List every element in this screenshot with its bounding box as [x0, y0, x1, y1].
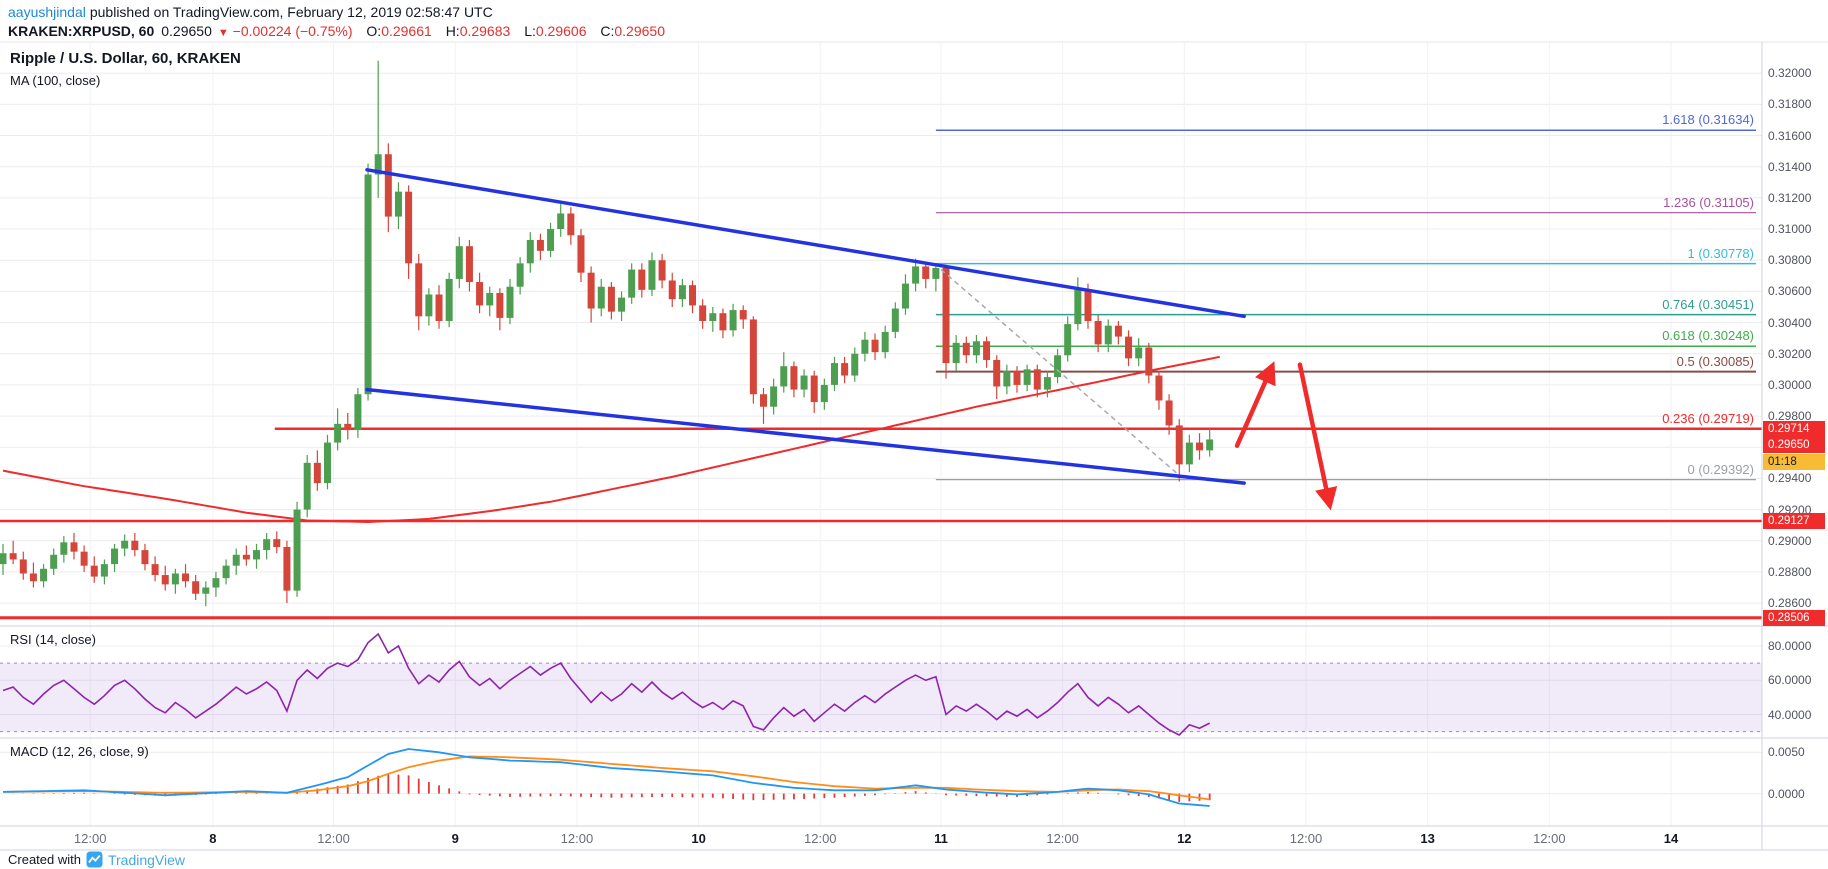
- resistance-price-tag: 0.29714: [1763, 420, 1825, 437]
- rsi-axis-label: 60.0000: [1768, 673, 1812, 688]
- countdown-tag: 01:18: [1763, 453, 1825, 470]
- symbol-ohlc-bar: KRAKEN:XRPUSD, 60 0.29650 ▼ −0.00224 (−0.7…: [8, 23, 665, 39]
- time-axis-label: 12:00: [1289, 831, 1323, 846]
- fib-level-label: 0.5 (0.30085): [1676, 353, 1754, 369]
- rsi-axis-label: 40.0000: [1768, 707, 1812, 722]
- time-axis-label: 12:00: [317, 831, 350, 846]
- fib-level-label: 0 (0.29392): [1687, 461, 1755, 477]
- time-axis-label: 13: [1420, 831, 1435, 846]
- author-link[interactable]: aayushjindal: [8, 4, 86, 20]
- price-axis-label: 0.29800: [1768, 409, 1812, 424]
- support-price-tag: 0.28506: [1763, 609, 1825, 626]
- macd-axis-label: 0.0050: [1768, 745, 1805, 760]
- price-axis-label: 0.30200: [1768, 346, 1812, 361]
- macd-axis-label: 0.0000: [1768, 786, 1805, 801]
- time-axis-label: 8: [209, 831, 217, 846]
- close-value: C:0.29650: [600, 23, 665, 39]
- publish-info: aayushjindal published on TradingView.com…: [8, 4, 493, 20]
- price-axis-label: 0.30000: [1768, 377, 1812, 392]
- created-with-text: Created with: [8, 852, 81, 867]
- time-axis-label: 12:00: [560, 831, 594, 846]
- tradingview-brand-link[interactable]: TradingView: [107, 851, 186, 868]
- time-axis-label: 14: [1663, 831, 1679, 846]
- price-change: −0.00224 (−0.75%): [232, 23, 353, 39]
- last-price-tag: 0.29650: [1763, 437, 1825, 454]
- rsi-legend: RSI (14, close): [10, 632, 96, 647]
- macd-legend: MACD (12, 26, close, 9): [10, 744, 149, 759]
- fib-level-label: 1.618 (0.31634): [1662, 112, 1754, 128]
- time-axis-label: 12: [1177, 831, 1192, 846]
- price-axis-label: 0.31400: [1768, 159, 1812, 174]
- price-axis-label: 0.30600: [1768, 284, 1812, 299]
- footer: Created with TradingView: [8, 850, 185, 869]
- price-axis-label: 0.31600: [1768, 128, 1812, 143]
- price-axis-label: 0.32000: [1768, 66, 1812, 81]
- price-axis-label: 0.31200: [1768, 190, 1812, 205]
- low-value: L:0.29606: [524, 23, 587, 39]
- price-axis-label: 0.29400: [1768, 471, 1812, 486]
- time-axis-label: 12:00: [1046, 831, 1079, 846]
- price-axis-label: 0.29000: [1768, 533, 1812, 548]
- open-value: O:0.29661: [366, 23, 432, 39]
- price-axis-label: 0.28800: [1768, 564, 1812, 579]
- time-axis-label: 12:00: [73, 831, 107, 846]
- rsi-axis-label: 80.0000: [1768, 639, 1812, 653]
- time-axis-label: 11: [934, 831, 948, 846]
- time-axis-label: 10: [691, 831, 706, 846]
- symbol-name: KRAKEN:XRPUSD, 60: [8, 23, 155, 39]
- fib-level-label: 0.236 (0.29719): [1662, 410, 1754, 426]
- down-triangle-icon: ▼: [217, 27, 229, 39]
- price-axis-label: 0.30400: [1768, 315, 1812, 330]
- support-price-tag: 0.29127: [1763, 512, 1825, 529]
- price-axis-label: 0.31000: [1768, 222, 1812, 237]
- time-axis-label: 9: [451, 831, 459, 846]
- price-axis-label: 0.30800: [1768, 253, 1812, 268]
- fib-level-label: 1.236 (0.31105): [1663, 194, 1754, 210]
- chart-title: Ripple / U.S. Dollar, 60, KRAKEN: [10, 50, 241, 67]
- header-last-price: 0.29650: [161, 23, 212, 39]
- fib-level-label: 1 (0.30778): [1687, 245, 1755, 261]
- price-axis-label: 0.31800: [1768, 97, 1812, 112]
- publish-text: published on TradingView.com, February 1…: [89, 4, 493, 20]
- fib-level-label: 0.618 (0.30248): [1662, 328, 1754, 344]
- high-value: H:0.29683: [445, 23, 511, 39]
- tradingview-logo-icon: [86, 851, 103, 868]
- time-axis-label: 12:00: [804, 831, 837, 846]
- price-axis-label: 0.28600: [1768, 596, 1812, 611]
- fib-level-label: 0.764 (0.30451): [1662, 296, 1754, 312]
- time-axis-label: 12:00: [1533, 831, 1566, 846]
- ma-legend: MA (100, close): [10, 73, 101, 88]
